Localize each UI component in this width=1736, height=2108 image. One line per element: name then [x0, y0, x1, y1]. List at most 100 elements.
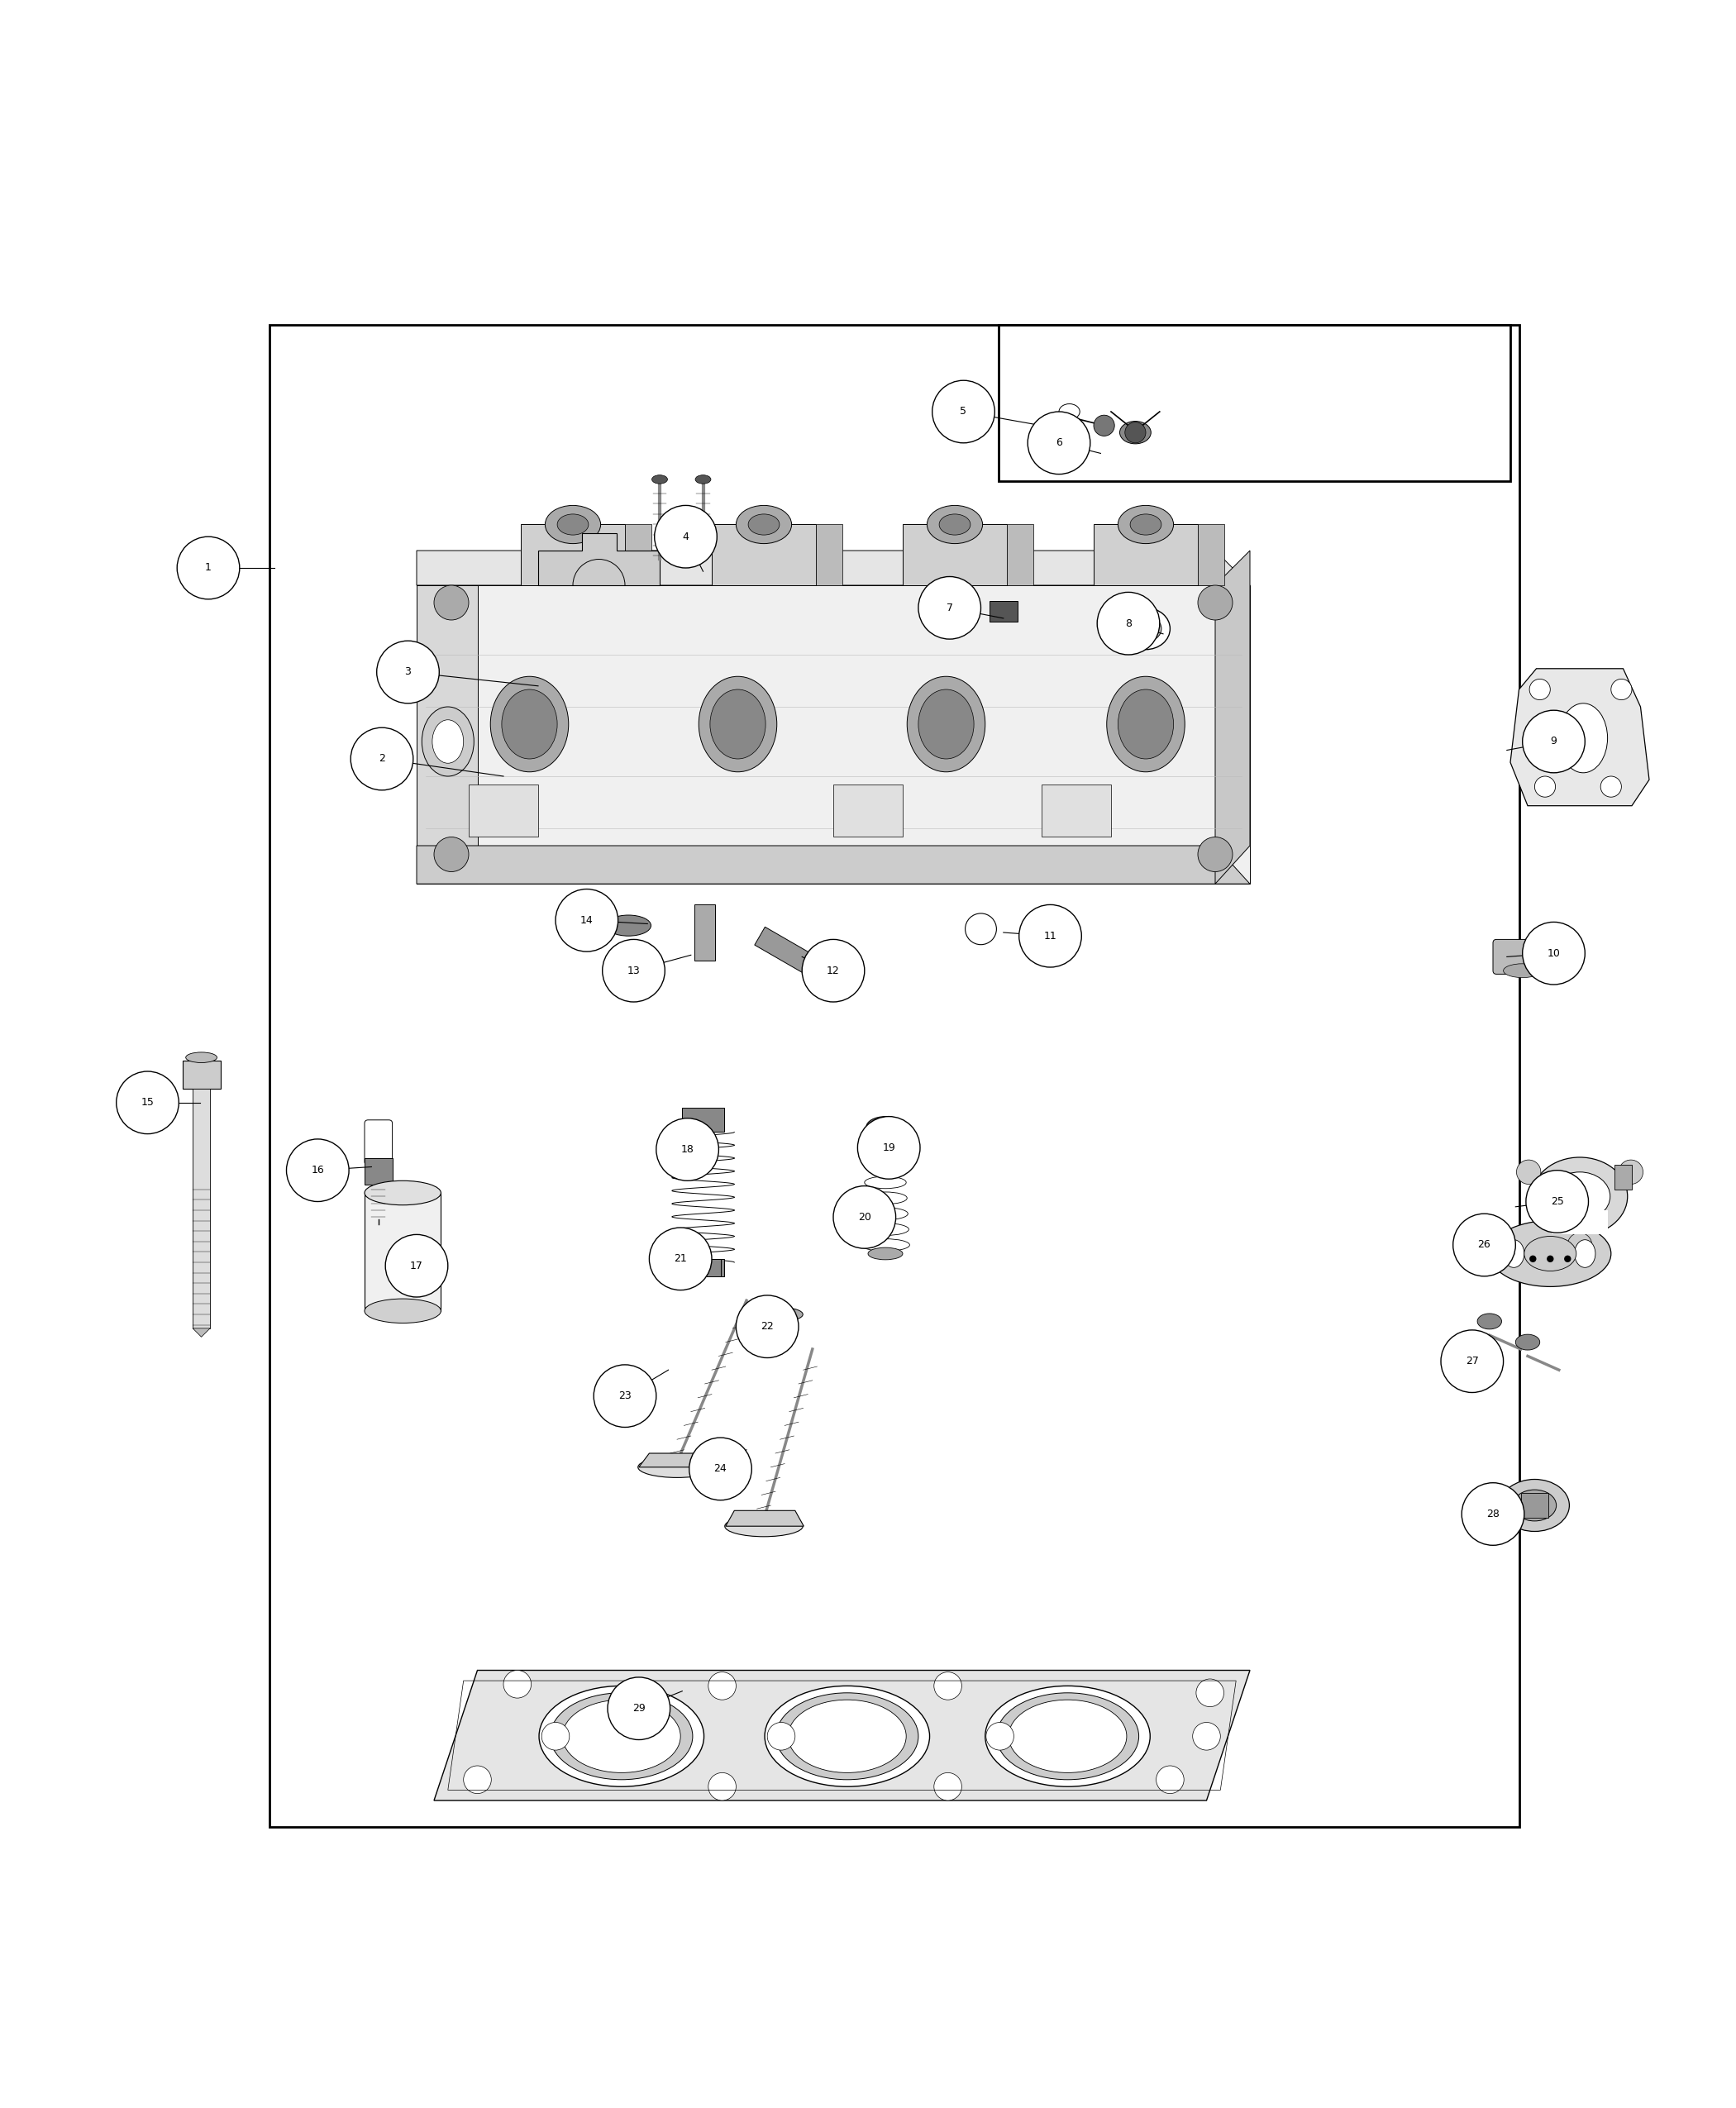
Circle shape [918, 578, 981, 639]
FancyBboxPatch shape [833, 784, 903, 837]
Ellipse shape [906, 677, 986, 772]
Circle shape [708, 1773, 736, 1800]
Circle shape [1094, 415, 1115, 436]
Ellipse shape [557, 514, 589, 535]
Text: 29: 29 [632, 1703, 646, 1714]
Text: 14: 14 [580, 915, 594, 925]
FancyBboxPatch shape [469, 784, 538, 837]
Ellipse shape [1500, 1480, 1569, 1530]
Text: 13: 13 [627, 965, 641, 976]
Ellipse shape [606, 915, 651, 936]
Polygon shape [816, 525, 842, 586]
Circle shape [767, 1722, 795, 1750]
Ellipse shape [432, 719, 464, 763]
Text: 6: 6 [1055, 438, 1062, 449]
Ellipse shape [1130, 616, 1161, 641]
Ellipse shape [996, 1693, 1139, 1779]
Circle shape [833, 1187, 896, 1248]
Circle shape [802, 940, 865, 1001]
Circle shape [934, 1773, 962, 1800]
Circle shape [1198, 586, 1233, 620]
Ellipse shape [1503, 963, 1542, 978]
Circle shape [1198, 837, 1233, 873]
Circle shape [1568, 1233, 1592, 1256]
Circle shape [1611, 679, 1632, 700]
Circle shape [1526, 1170, 1588, 1233]
Text: 25: 25 [1550, 1195, 1564, 1208]
Ellipse shape [776, 1693, 918, 1779]
Circle shape [1535, 776, 1555, 797]
Bar [269, 325, 1519, 1826]
Text: 7: 7 [946, 603, 953, 613]
Ellipse shape [562, 1699, 681, 1773]
Circle shape [1529, 1256, 1536, 1263]
Circle shape [1019, 904, 1082, 968]
Polygon shape [193, 1328, 210, 1336]
Text: 8: 8 [1125, 618, 1132, 628]
Ellipse shape [365, 1299, 441, 1324]
Circle shape [858, 1117, 920, 1178]
Ellipse shape [1120, 422, 1151, 445]
Text: 26: 26 [1477, 1240, 1491, 1250]
FancyBboxPatch shape [1614, 1166, 1632, 1189]
Polygon shape [1198, 525, 1224, 586]
Circle shape [177, 538, 240, 599]
Polygon shape [521, 525, 625, 586]
Circle shape [1517, 1159, 1542, 1185]
Text: 18: 18 [681, 1145, 694, 1155]
Ellipse shape [1524, 1235, 1576, 1271]
Ellipse shape [710, 689, 766, 759]
FancyBboxPatch shape [694, 1258, 720, 1275]
FancyBboxPatch shape [365, 1157, 392, 1185]
Circle shape [1193, 1722, 1220, 1750]
Circle shape [1441, 1330, 1503, 1393]
Ellipse shape [502, 689, 557, 759]
Text: 19: 19 [882, 1143, 896, 1153]
Circle shape [464, 1767, 491, 1794]
Ellipse shape [1118, 506, 1174, 544]
Ellipse shape [1130, 514, 1161, 535]
FancyBboxPatch shape [990, 601, 1017, 622]
FancyBboxPatch shape [365, 1119, 392, 1166]
Circle shape [556, 890, 618, 951]
Text: 17: 17 [410, 1261, 424, 1271]
Ellipse shape [550, 1693, 693, 1779]
Circle shape [351, 727, 413, 790]
Polygon shape [639, 1452, 715, 1467]
Ellipse shape [918, 689, 974, 759]
Ellipse shape [639, 1457, 715, 1478]
Ellipse shape [1118, 689, 1174, 759]
Text: 27: 27 [1465, 1355, 1479, 1366]
Circle shape [1564, 1256, 1571, 1263]
FancyBboxPatch shape [1521, 1492, 1549, 1518]
FancyBboxPatch shape [1552, 1210, 1608, 1235]
Ellipse shape [1059, 405, 1080, 419]
Ellipse shape [760, 1307, 802, 1322]
Text: 21: 21 [674, 1254, 687, 1265]
Polygon shape [755, 928, 825, 980]
FancyBboxPatch shape [1493, 940, 1552, 974]
Text: 24: 24 [713, 1463, 727, 1473]
Text: 11: 11 [1043, 930, 1057, 942]
Text: 12: 12 [826, 965, 840, 976]
Text: 16: 16 [311, 1166, 325, 1176]
Ellipse shape [694, 474, 712, 483]
Polygon shape [1094, 525, 1198, 586]
Circle shape [1462, 1482, 1524, 1545]
Polygon shape [1510, 668, 1649, 805]
Circle shape [656, 1117, 719, 1180]
Circle shape [1156, 1767, 1184, 1794]
Ellipse shape [788, 1699, 906, 1773]
Ellipse shape [736, 506, 792, 544]
Ellipse shape [1549, 1172, 1611, 1221]
Ellipse shape [1559, 704, 1608, 774]
Circle shape [986, 1722, 1014, 1750]
FancyBboxPatch shape [365, 1193, 441, 1311]
Circle shape [608, 1678, 670, 1739]
Text: 22: 22 [760, 1322, 774, 1332]
Polygon shape [417, 586, 1250, 883]
Circle shape [385, 1235, 448, 1296]
Ellipse shape [868, 1248, 903, 1261]
FancyBboxPatch shape [694, 904, 715, 961]
FancyBboxPatch shape [182, 1060, 220, 1088]
